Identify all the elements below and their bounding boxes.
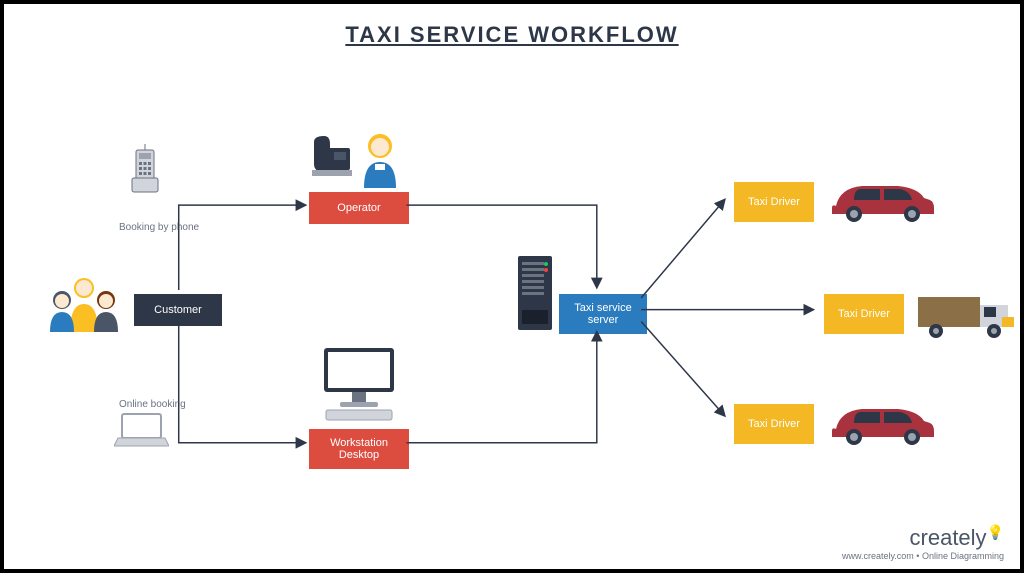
server-icon	[516, 254, 554, 332]
node-label: Taxi Driver	[748, 418, 800, 430]
node-label: Taxi service server	[563, 302, 643, 326]
monitor-icon	[314, 344, 404, 424]
driver-node-3: Taxi Driver	[734, 404, 814, 444]
people-group-icon	[44, 274, 124, 334]
driver-node-1: Taxi Driver	[734, 182, 814, 222]
diagram-canvas: TAXI SERVICE WORKFLOW	[0, 0, 1024, 573]
footer-branding: creately💡 www.creately.com • Online Diag…	[842, 525, 1004, 561]
driver-node-2: Taxi Driver	[824, 294, 904, 334]
truck-icon	[916, 289, 1021, 341]
brand-tagline: www.creately.com • Online Diagramming	[842, 551, 1004, 561]
laptop-icon	[114, 412, 169, 450]
node-label: Taxi Driver	[838, 308, 890, 320]
workstation-node: Workstation Desktop	[309, 429, 409, 469]
operator-node: Operator	[309, 192, 409, 224]
edges-layer	[4, 4, 1020, 569]
brand-logo: creately💡	[842, 525, 1004, 551]
node-label: Workstation Desktop	[313, 437, 405, 461]
phone-icon	[124, 144, 166, 200]
edge-label-phone: Booking by phone	[119, 222, 199, 233]
lightbulb-icon: 💡	[987, 524, 1004, 540]
node-label: Taxi Driver	[748, 196, 800, 208]
server-node: Taxi service server	[559, 294, 647, 334]
car-icon	[826, 399, 936, 449]
operator-icon	[312, 132, 404, 188]
node-label: Customer	[154, 304, 202, 316]
car-icon	[826, 176, 936, 226]
node-label: Operator	[337, 202, 380, 214]
customer-node: Customer	[134, 294, 222, 326]
diagram-title: TAXI SERVICE WORKFLOW	[4, 22, 1020, 48]
brand-name: creately	[910, 525, 987, 550]
edge-label-online: Online booking	[119, 399, 186, 410]
